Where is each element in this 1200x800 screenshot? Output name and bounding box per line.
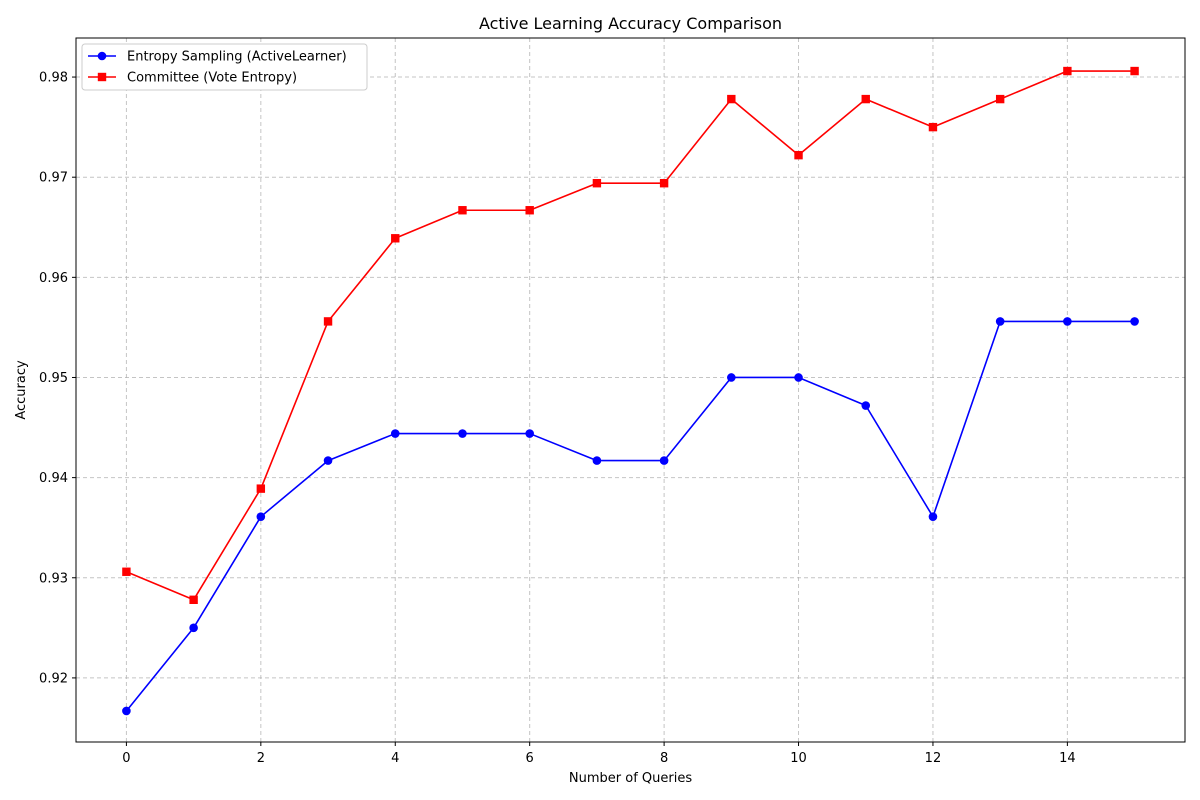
y-tick-label: 0.96	[39, 271, 68, 286]
data-point	[659, 456, 669, 465]
x-tick-label: 0	[122, 751, 130, 766]
data-point	[525, 206, 534, 215]
x-tick-label: 14	[1059, 751, 1076, 766]
legend-marker	[97, 72, 107, 82]
data-point	[995, 94, 1005, 104]
data-point	[995, 317, 1005, 326]
data-point	[189, 623, 198, 633]
y-tick-label: 0.93	[39, 571, 68, 586]
data-point	[659, 179, 669, 188]
data-point	[323, 317, 333, 326]
data-point	[256, 484, 266, 493]
legend-item: Committee (Vote Entropy)	[88, 71, 297, 86]
x-tick-label: 2	[257, 751, 265, 766]
legend-label: Entropy Sampling (ActiveLearner)	[127, 50, 347, 65]
data-point	[592, 456, 602, 465]
x-tick-label: 12	[925, 751, 942, 766]
data-point	[794, 150, 803, 160]
y-axis-title: Accuracy	[14, 360, 29, 420]
data-point	[390, 429, 400, 438]
plot-frame	[75, 37, 1186, 743]
legend: Entropy Sampling (ActiveLearner) Committe…	[81, 43, 368, 91]
data-point	[323, 456, 333, 465]
legend-item: Entropy Sampling (ActiveLearner)	[88, 50, 347, 65]
series-line	[126, 70, 1135, 601]
data-point	[189, 595, 198, 604]
y-tick-label: 0.97	[39, 171, 68, 186]
series-line	[125, 320, 1135, 712]
data-point	[525, 429, 534, 438]
chart-title: Active Learning Accuracy Comparison	[479, 14, 782, 33]
data-point	[727, 94, 736, 104]
y-tick-label: 0.98	[39, 71, 68, 86]
tick-layer: 0 2 4 6 8 10 12 14 0.92 0.93 0.94 0.95 0.96 0.97 0.98	[39, 71, 1076, 766]
series-entropy-sampling	[122, 317, 1139, 716]
x-tick-label: 8	[660, 751, 668, 766]
data-point	[1130, 317, 1139, 326]
x-tick-label: 10	[790, 751, 807, 766]
x-axis-title: Number of Queries	[569, 771, 692, 786]
data-point	[256, 512, 266, 521]
series-layer	[122, 66, 1139, 716]
legend-label: Committee (Vote Entropy)	[127, 71, 297, 86]
legend-box	[81, 43, 368, 91]
data-point	[592, 179, 602, 188]
data-point	[458, 429, 467, 438]
data-point	[1063, 317, 1072, 326]
grid-layer	[76, 38, 1185, 742]
data-point	[861, 401, 871, 410]
data-point	[122, 706, 131, 716]
data-point	[122, 567, 131, 576]
x-tick-label: 4	[391, 751, 399, 766]
data-point	[391, 234, 400, 243]
data-point	[861, 94, 870, 104]
data-point	[794, 373, 803, 382]
data-point	[1063, 66, 1072, 76]
x-tick-label: 6	[526, 751, 534, 766]
data-point	[928, 122, 938, 132]
y-tick-label: 0.94	[39, 471, 68, 486]
y-tick-label: 0.92	[39, 671, 68, 686]
data-point	[458, 206, 467, 215]
y-tick-label: 0.95	[39, 371, 68, 386]
data-point	[727, 373, 736, 382]
legend-marker	[97, 51, 107, 61]
series-committee-vote-entropy	[122, 66, 1139, 604]
data-point	[1130, 66, 1139, 76]
data-point	[928, 512, 938, 521]
